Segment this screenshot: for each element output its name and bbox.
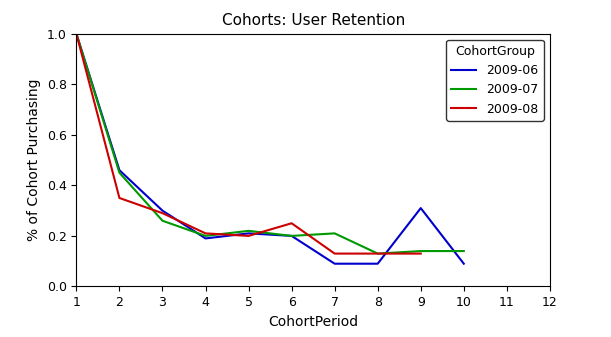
2009-07 (288, 234, 295, 238)
2009-06 (288, 234, 295, 238)
Title: Cohorts: User Retention: Cohorts: User Retention (222, 13, 404, 28)
2009-08 (331, 251, 338, 255)
2009-06 (245, 231, 252, 235)
2009-07 (159, 219, 166, 223)
2009-08 (417, 251, 425, 255)
2009-08 (202, 231, 209, 235)
X-axis label: CohortPeriod: CohortPeriod (268, 315, 358, 329)
2009-08 (159, 211, 166, 215)
2009-08 (73, 32, 80, 36)
2009-06 (159, 209, 166, 213)
Line: 2009-07: 2009-07 (76, 34, 464, 253)
2009-08 (115, 196, 123, 200)
2009-06 (202, 237, 209, 241)
2009-07 (374, 251, 381, 255)
2009-07 (331, 231, 338, 235)
2009-07 (115, 171, 123, 175)
2009-07 (73, 32, 80, 36)
2009-06 (460, 262, 467, 266)
2009-06 (374, 262, 381, 266)
Line: 2009-08: 2009-08 (76, 34, 421, 253)
2009-07 (245, 229, 252, 233)
2009-06 (417, 206, 425, 210)
2009-07 (460, 249, 467, 253)
Y-axis label: % of Cohort Purchasing: % of Cohort Purchasing (27, 79, 41, 241)
2009-07 (417, 249, 425, 253)
2009-08 (374, 251, 381, 255)
Legend: 2009-06, 2009-07, 2009-08: 2009-06, 2009-07, 2009-08 (447, 40, 544, 121)
2009-06 (331, 262, 338, 266)
2009-06 (73, 32, 80, 36)
2009-06 (115, 168, 123, 172)
2009-08 (288, 221, 295, 225)
Line: 2009-06: 2009-06 (76, 34, 464, 264)
2009-08 (245, 234, 252, 238)
2009-07 (202, 234, 209, 238)
